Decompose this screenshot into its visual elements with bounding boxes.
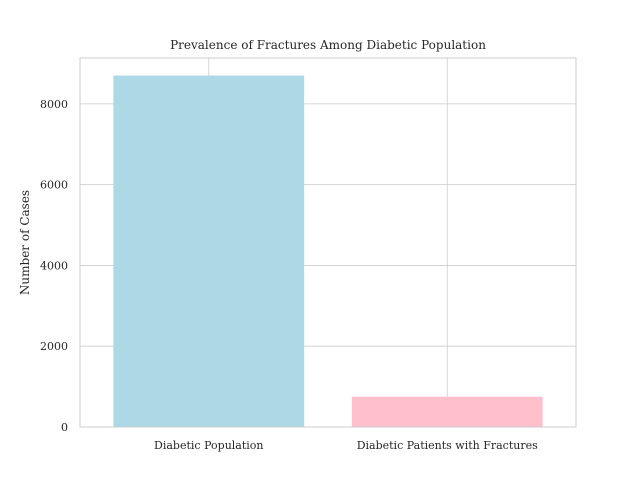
chart-title: Prevalence of Fractures Among Diabetic P… <box>170 38 486 52</box>
y-tick-label: 0 <box>61 421 68 434</box>
y-tick-label: 6000 <box>40 179 68 192</box>
y-tick-label: 8000 <box>40 98 68 111</box>
y-tick-labels: 0 2000 4000 6000 8000 <box>40 98 68 434</box>
bars <box>113 75 543 428</box>
y-tick-label: 4000 <box>40 259 68 272</box>
bar <box>113 75 305 428</box>
x-tick-labels: Diabetic Population Diabetic Patients wit… <box>154 439 538 452</box>
bar <box>351 396 543 427</box>
plot-frame <box>79 57 577 428</box>
y-axis-label: Number of Cases <box>18 190 32 295</box>
x-tick-label: Diabetic Population <box>154 439 263 452</box>
x-tick-label: Diabetic Patients with Fractures <box>357 439 538 452</box>
y-tick-label: 2000 <box>40 340 68 353</box>
